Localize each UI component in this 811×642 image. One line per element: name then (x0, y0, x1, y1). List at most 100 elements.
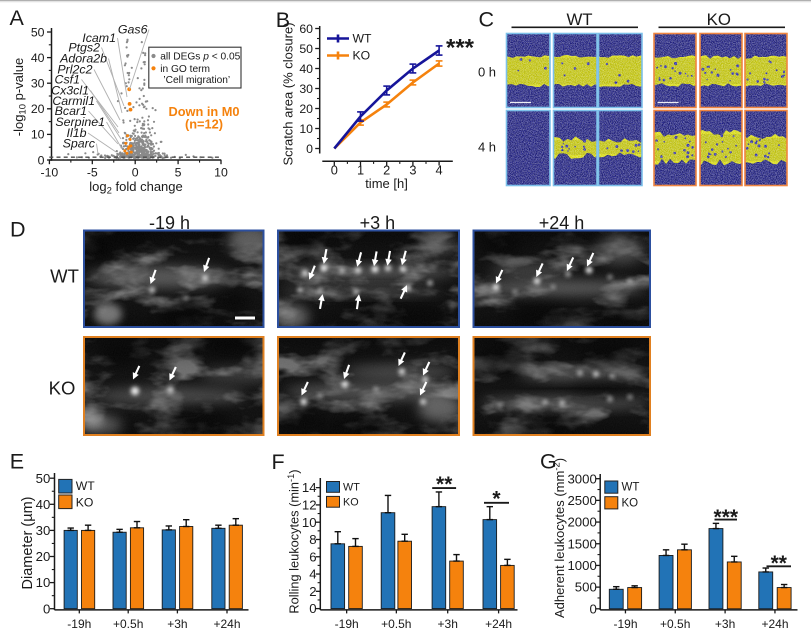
svg-text:0: 0 (132, 165, 139, 179)
svg-text:30: 30 (36, 523, 51, 538)
svg-text:+24h: +24h (213, 617, 240, 631)
svg-text:4 h: 4 h (478, 139, 496, 154)
svg-text:KO: KO (343, 496, 359, 508)
svg-text:Cx3cl1: Cx3cl1 (51, 84, 89, 98)
svg-text:Gas6: Gas6 (118, 23, 148, 37)
svg-text:KO: KO (622, 497, 639, 509)
svg-text:C: C (479, 8, 495, 32)
svg-text:***: *** (446, 35, 475, 62)
svg-text:Carmil1: Carmil1 (52, 94, 95, 108)
svg-text:+3 h: +3 h (360, 213, 396, 233)
svg-text:10: 10 (299, 122, 313, 136)
svg-text:2000: 2000 (567, 515, 596, 530)
svg-text:30: 30 (299, 82, 313, 96)
svg-text:+24 h: +24 h (539, 213, 585, 233)
svg-text:**: ** (771, 552, 788, 575)
svg-text:E: E (10, 450, 24, 474)
svg-text:1: 1 (357, 163, 364, 178)
svg-text:Adora2b: Adora2b (59, 52, 107, 66)
svg-text:5: 5 (175, 165, 182, 179)
svg-text:4: 4 (309, 567, 316, 582)
svg-text:WT: WT (353, 31, 373, 45)
svg-text:3: 3 (409, 163, 416, 178)
svg-text:-10: -10 (41, 165, 59, 179)
svg-text:+3h: +3h (715, 617, 735, 631)
svg-text:F: F (272, 450, 285, 474)
svg-text:20: 20 (299, 102, 313, 116)
svg-text:Icam1: Icam1 (82, 31, 116, 45)
svg-text:+0.5h: +0.5h (113, 617, 143, 631)
svg-text:20: 20 (31, 102, 45, 116)
svg-text:2500: 2500 (567, 493, 596, 508)
svg-text:+24h: +24h (485, 617, 512, 631)
svg-text:50: 50 (36, 471, 51, 486)
svg-text:3000: 3000 (567, 471, 596, 486)
svg-text:time [h]: time [h] (365, 176, 408, 191)
svg-text:Sparc: Sparc (63, 137, 96, 151)
svg-text:***: *** (714, 506, 739, 529)
svg-text:WT: WT (50, 266, 79, 287)
svg-text:in GO term: in GO term (160, 64, 210, 75)
svg-text:-19h: -19h (67, 617, 91, 631)
svg-text:40: 40 (299, 62, 313, 76)
svg-text:20: 20 (36, 549, 51, 564)
svg-text:10: 10 (302, 515, 317, 530)
svg-text:+24h: +24h (761, 617, 788, 631)
svg-text:WT: WT (343, 481, 360, 493)
svg-text:50: 50 (299, 42, 313, 56)
svg-text:Rolling leukocytes (min-1): Rolling leukocytes (min-1) (286, 469, 302, 613)
svg-text:A: A (10, 6, 25, 30)
svg-text:500: 500 (575, 580, 597, 595)
svg-text:1000: 1000 (567, 558, 596, 573)
svg-text:0: 0 (38, 153, 45, 167)
svg-text:14: 14 (302, 480, 317, 495)
svg-text:KO: KO (707, 10, 731, 29)
svg-text:log2 fold change: log2 fold change (89, 179, 183, 197)
svg-text:0 h: 0 h (478, 64, 496, 79)
svg-text:10: 10 (214, 165, 228, 179)
svg-text:Csf1: Csf1 (55, 73, 80, 87)
svg-text:-19h: -19h (613, 617, 637, 631)
svg-text:40: 40 (31, 51, 45, 65)
svg-text:(n=12): (n=12) (185, 116, 223, 131)
svg-text:KO: KO (49, 378, 76, 399)
svg-text:0: 0 (43, 601, 50, 616)
svg-text:-log10 p-value: -log10 p-value (11, 58, 29, 137)
svg-text:2: 2 (309, 584, 316, 599)
svg-text:Prl2c2: Prl2c2 (57, 63, 92, 77)
svg-text:8: 8 (309, 532, 316, 547)
svg-text:-5: -5 (87, 165, 98, 179)
svg-text:B: B (276, 8, 290, 32)
svg-text:0: 0 (589, 601, 596, 616)
svg-text:+3h: +3h (438, 617, 458, 631)
svg-text:+0.5h: +0.5h (660, 617, 690, 631)
svg-text:6: 6 (309, 549, 316, 564)
svg-text:60: 60 (299, 22, 313, 36)
svg-text:Scratch area (% closure): Scratch area (% closure) (281, 22, 296, 165)
svg-text:+3h: +3h (167, 617, 187, 631)
svg-text:4: 4 (436, 163, 443, 178)
svg-text:Serpine1: Serpine1 (55, 115, 105, 129)
svg-text:Diameter (µm): Diameter (µm) (20, 497, 36, 590)
svg-text:WT: WT (622, 482, 640, 494)
svg-text:10: 10 (31, 128, 45, 142)
svg-text:12: 12 (302, 498, 317, 513)
svg-text:0: 0 (331, 163, 338, 178)
svg-text:1500: 1500 (567, 536, 596, 551)
svg-text:+0.5h: +0.5h (381, 617, 411, 631)
svg-text:*: * (492, 488, 501, 511)
svg-text:Adherent leukocytes (mm-2): Adherent leukocytes (mm-2) (550, 458, 567, 618)
svg-text:**: ** (436, 473, 453, 496)
svg-text:2: 2 (383, 163, 390, 178)
svg-text:50: 50 (31, 25, 45, 39)
svg-text:0: 0 (306, 142, 313, 156)
svg-text:-19 h: -19 h (149, 213, 190, 233)
svg-text:40: 40 (36, 497, 51, 512)
svg-text:all DEGs p < 0.05: all DEGs p < 0.05 (160, 52, 240, 63)
svg-text:Il1b: Il1b (67, 126, 87, 140)
svg-text:Down in M0: Down in M0 (168, 104, 239, 119)
svg-text:10: 10 (36, 575, 51, 590)
svg-text:KO: KO (76, 495, 94, 509)
svg-text:Bcar1: Bcar1 (55, 104, 87, 118)
svg-text:WT: WT (566, 10, 592, 29)
